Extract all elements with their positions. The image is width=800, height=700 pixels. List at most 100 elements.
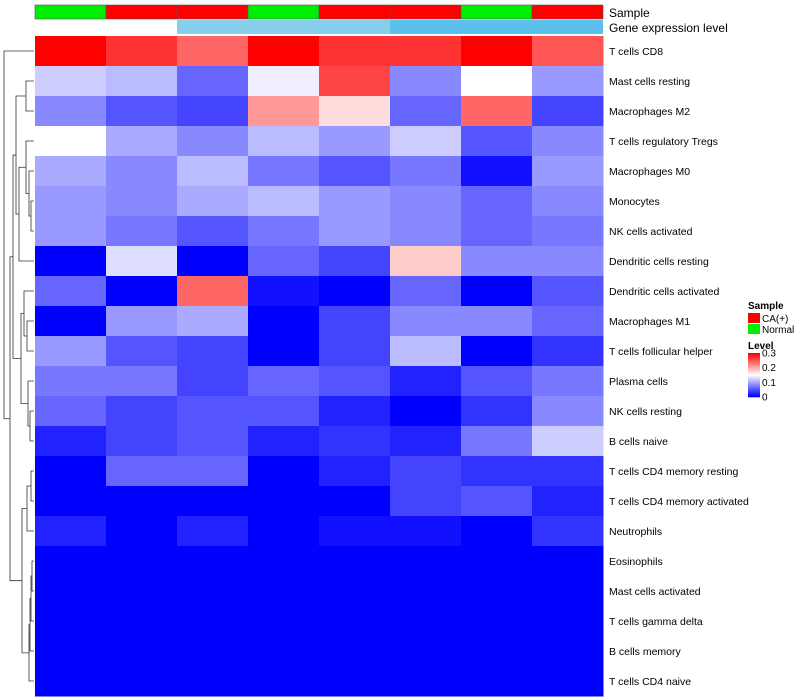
heatmap-cell-r7-c5 <box>390 246 462 277</box>
level-colorbar-segment <box>748 372 760 374</box>
row-label: Macrophages M1 <box>609 316 690 328</box>
heatmap-cell-r17-c4 <box>319 546 391 577</box>
level-colorbar-segment <box>748 389 760 391</box>
heatmap-cell-r18-c7 <box>532 576 604 607</box>
level-colorbar-segment <box>748 386 760 388</box>
level-colorbar-segment <box>748 355 760 357</box>
dendrogram-branch <box>23 290 34 337</box>
heatmap-cell-r12-c6 <box>461 396 533 427</box>
row-label: Plasma cells <box>609 376 668 388</box>
heatmap-cell-r0-c3 <box>248 36 320 67</box>
heatmap-cell-r16-c7 <box>532 516 604 547</box>
heatmap-cell-r13-c4 <box>319 426 391 457</box>
heatmap-cell-r21-c5 <box>390 666 462 697</box>
level-colorbar-segment <box>748 353 760 355</box>
heatmap-cell-r11-c3 <box>248 366 320 397</box>
heatmap-cell-r5-c5 <box>390 186 462 217</box>
heatmap-cell-r6-c4 <box>319 216 391 247</box>
row-label: Eosinophils <box>609 556 663 568</box>
level-colorbar-segment <box>748 393 760 395</box>
heatmap-cell-r12-c5 <box>390 396 462 427</box>
dendrogram-branch <box>21 508 29 654</box>
heatmap-cell-r9-c3 <box>248 306 320 337</box>
heatmap-cell-r4-c4 <box>319 156 391 187</box>
sample-legend-swatch <box>748 324 760 334</box>
heatmap-cell-r10-c7 <box>532 336 604 367</box>
heatmap-cell-r20-c3 <box>248 636 320 667</box>
heatmap-cell-r8-c3 <box>248 276 320 307</box>
row-label: B cells naive <box>609 436 668 448</box>
heatmap-cell-r8-c2 <box>177 276 249 307</box>
level-colorbar-segment <box>748 368 760 370</box>
heatmap-cell-r14-c1 <box>106 456 178 487</box>
heatmap-cell-r0-c6 <box>461 36 533 67</box>
heatmap-cell-r13-c6 <box>461 426 533 457</box>
level-colorbar-segment <box>748 390 760 392</box>
level-colorbar-segment <box>748 357 760 359</box>
heatmap-cell-r7-c2 <box>177 246 249 277</box>
heatmap-cell-r21-c3 <box>248 666 320 697</box>
dendrogram-branch <box>18 166 34 262</box>
heatmap-cell-r19-c7 <box>532 606 604 637</box>
heatmap-cell-r20-c5 <box>390 636 462 667</box>
row-label: T cells follicular helper <box>609 346 713 358</box>
level-colorbar-segment <box>748 374 760 376</box>
dendrogram-branch <box>12 154 21 359</box>
heatmap-cell-r8-c0 <box>35 276 107 307</box>
heatmap-cell-r6-c2 <box>177 216 249 247</box>
sample-cell-3 <box>247 4 320 20</box>
heatmap-cell-r13-c7 <box>532 426 604 457</box>
heatmap-cell-r6-c5 <box>390 216 462 247</box>
heatmap-cell-r2-c6 <box>461 96 533 127</box>
heatmap-cell-r0-c4 <box>319 36 391 67</box>
sample-cell-4 <box>318 4 391 20</box>
dendrogram-branch <box>30 575 34 622</box>
level-colorbar-segment <box>748 375 760 377</box>
level-colorbar-segment <box>748 387 760 389</box>
heatmap-cell-r0-c0 <box>35 36 107 67</box>
heatmap-cell-r17-c7 <box>532 546 604 577</box>
heatmap-cell-r5-c6 <box>461 186 533 217</box>
level-colorbar-segment <box>748 361 760 363</box>
heatmap-cell-r3-c7 <box>532 126 604 157</box>
heatmap-cell-r10-c0 <box>35 336 107 367</box>
level-colorbar-segment <box>748 371 760 373</box>
heatmap-cell-r19-c1 <box>106 606 178 637</box>
level-colorbar-segment <box>748 396 760 398</box>
heatmap-cell-r16-c5 <box>390 516 462 547</box>
heatmap-cell-r18-c4 <box>319 576 391 607</box>
level-colorbar-segment <box>748 367 760 369</box>
heatmap-cell-r15-c7 <box>532 486 604 517</box>
heatmap-cell-r13-c5 <box>390 426 462 457</box>
row-label: Dendritic cells resting <box>609 256 709 268</box>
row-label: T cells CD4 naive <box>609 676 691 688</box>
level-colorbar-segment <box>748 391 760 393</box>
level-colorbar-segment <box>748 382 760 384</box>
heatmap-cell-r8-c7 <box>532 276 604 307</box>
heatmap-cell-r8-c1 <box>106 276 178 307</box>
heatmap-cell-r0-c5 <box>390 36 462 67</box>
dendrogram-branch <box>25 80 34 112</box>
heatmap-cell-r12-c7 <box>532 396 604 427</box>
heatmap-cell-r7-c7 <box>532 246 604 277</box>
level-colorbar-segment <box>748 385 760 387</box>
sample-cell-5 <box>389 4 462 20</box>
heatmap-cell-r0-c2 <box>177 36 249 67</box>
heatmap-cell-r5-c0 <box>35 186 107 217</box>
heatmap-cells <box>35 36 604 697</box>
heatmap-cell-r1-c1 <box>106 66 178 97</box>
heatmap-cell-r9-c5 <box>390 306 462 337</box>
heatmap-cell-r4-c6 <box>461 156 533 187</box>
heatmap-cell-r7-c4 <box>319 246 391 277</box>
heatmap-cell-r21-c1 <box>106 666 178 697</box>
dendrogram-branch <box>30 200 34 232</box>
heatmap-cell-r7-c1 <box>106 246 178 277</box>
heatmap-cell-r17-c3 <box>248 546 320 577</box>
heatmap-cell-r6-c1 <box>106 216 178 247</box>
heatmap-cell-r9-c4 <box>319 306 391 337</box>
sample-cell-1 <box>105 4 178 20</box>
heatmap-cell-r15-c5 <box>390 486 462 517</box>
heatmap-cell-r13-c2 <box>177 426 249 457</box>
row-label: Neutrophils <box>609 526 662 538</box>
row-label: T cells CD4 memory activated <box>609 496 749 508</box>
